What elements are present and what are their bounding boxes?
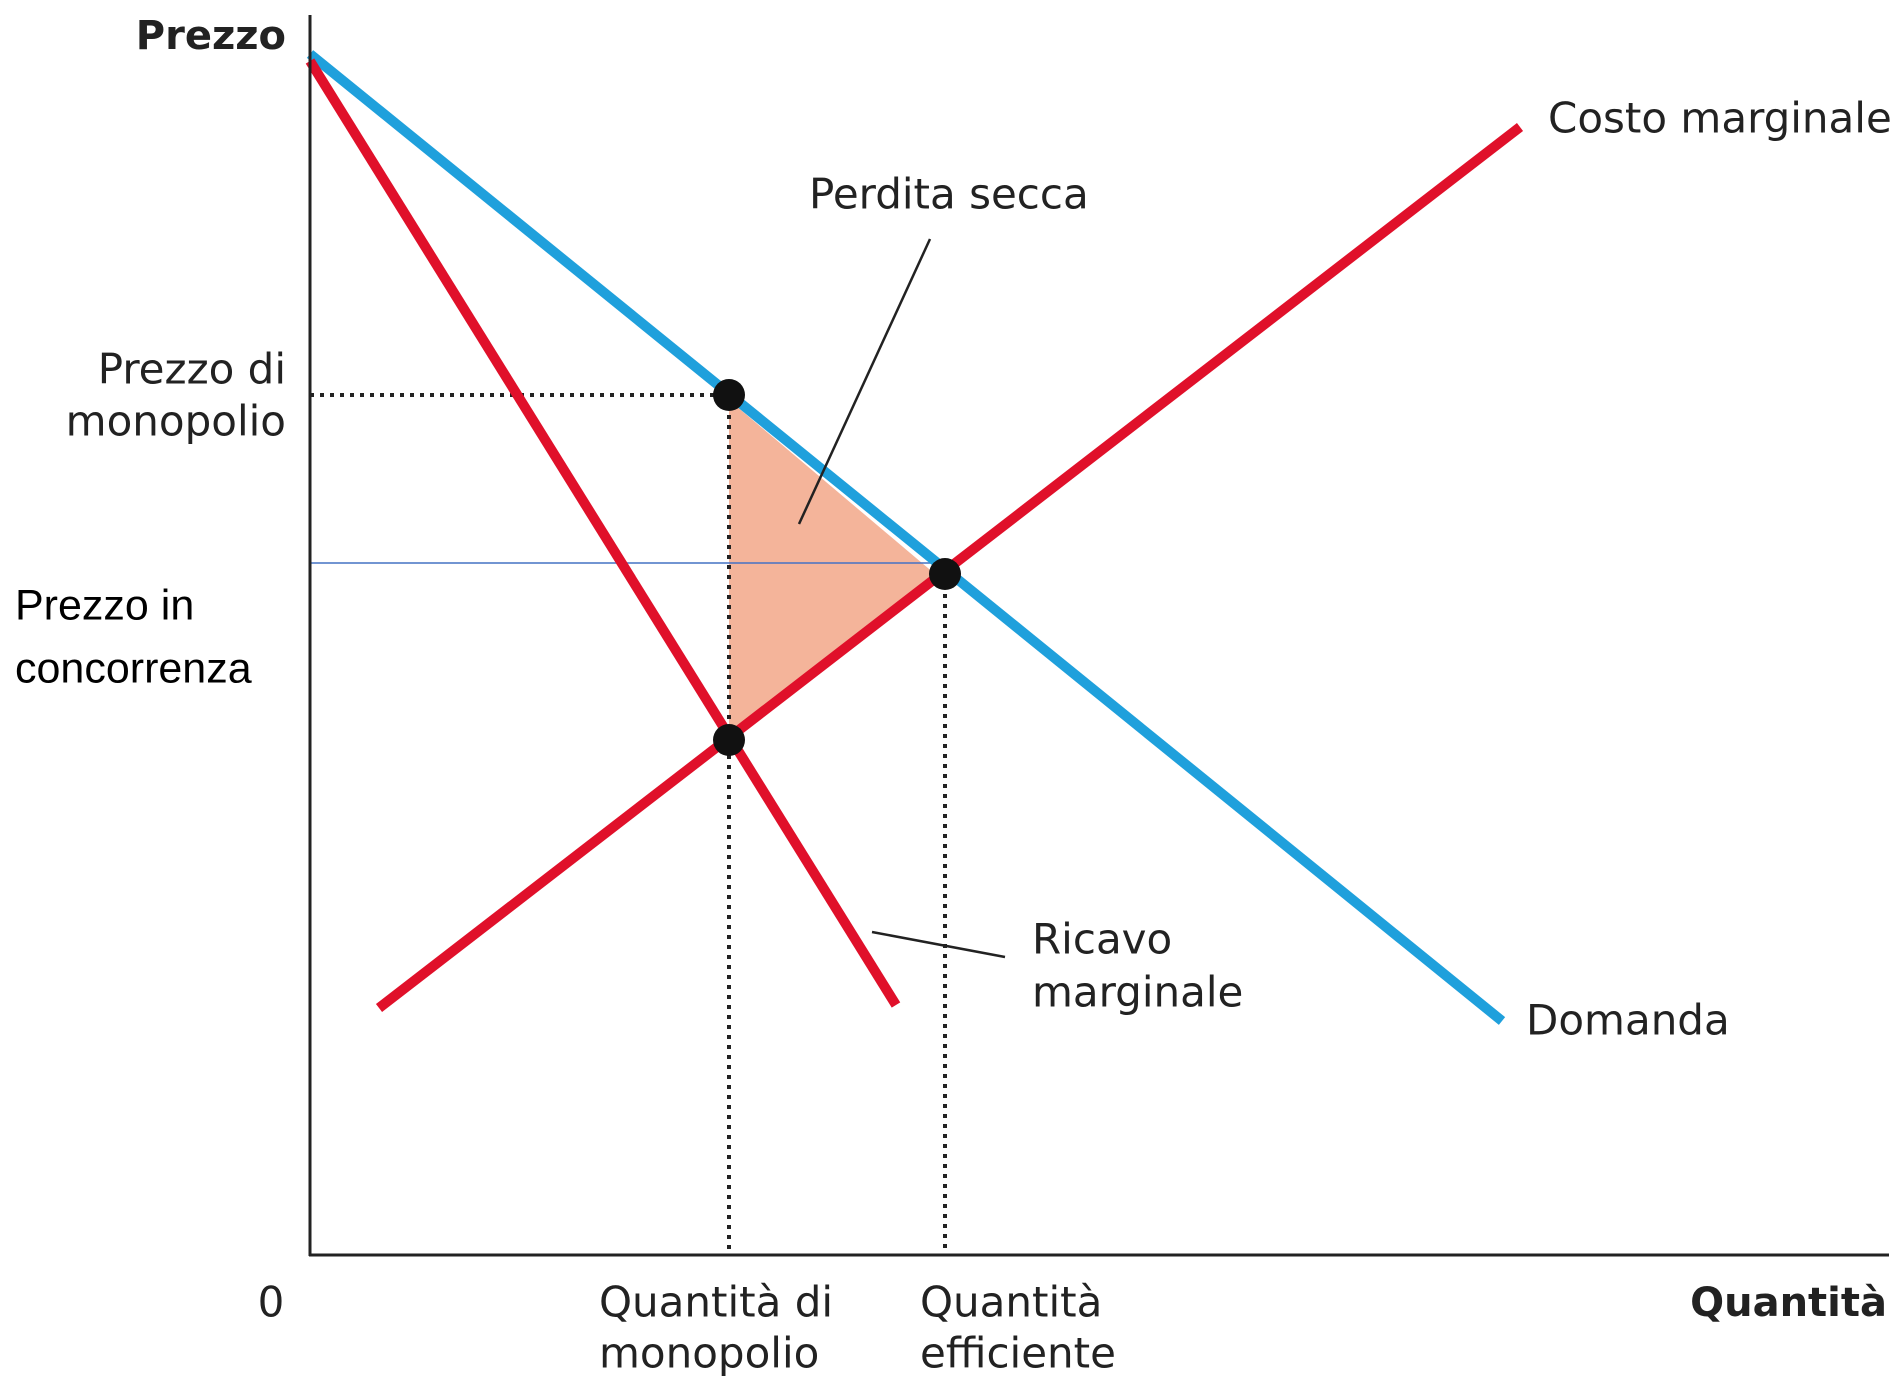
annotation: monopolio bbox=[599, 1329, 819, 1378]
origin-label: 0 bbox=[258, 1278, 285, 1327]
annotation: Prezzo in bbox=[15, 581, 194, 629]
demand-curve bbox=[306, 50, 1506, 1025]
annotation: Quantità bbox=[920, 1278, 1102, 1327]
curve-label: marginale bbox=[1032, 968, 1243, 1017]
deadweight-loss-area bbox=[729, 400, 935, 733]
curve-label: Ricavo bbox=[1032, 915, 1172, 964]
monopoly-point bbox=[713, 379, 745, 411]
mr-mc-point bbox=[713, 724, 745, 756]
marginal-revenue-curve bbox=[305, 58, 901, 1008]
efficient-point bbox=[929, 558, 961, 590]
x-axis-label: Quantità bbox=[1690, 1280, 1887, 1326]
annotation: Quantità di bbox=[599, 1278, 833, 1327]
pointer bbox=[797, 238, 932, 525]
pointer bbox=[871, 930, 1006, 959]
annotation: efficiente bbox=[920, 1329, 1116, 1378]
y-axis-label: Prezzo bbox=[136, 13, 286, 59]
curve-label: Costo marginale bbox=[1548, 94, 1892, 143]
annotation: Prezzo di bbox=[98, 345, 286, 394]
annotation: Perdita secca bbox=[809, 170, 1089, 219]
curve-label: Domanda bbox=[1526, 996, 1730, 1045]
annotation: monopolio bbox=[66, 397, 286, 446]
annotation: concorrenza bbox=[15, 644, 252, 692]
